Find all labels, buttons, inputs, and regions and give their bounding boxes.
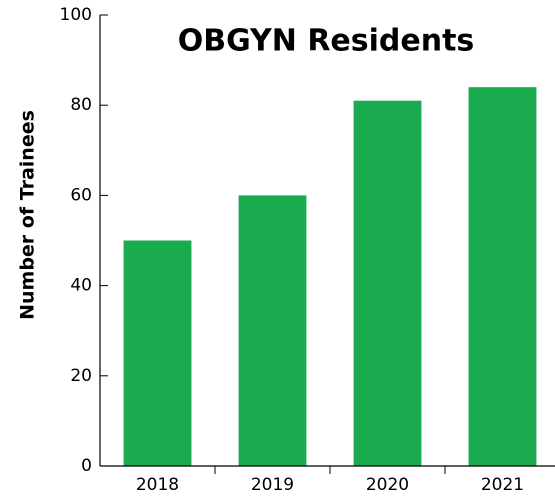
chart-title: OBGYN Residents	[178, 24, 475, 59]
y-tick-label: 40	[70, 276, 92, 296]
y-tick-label: 0	[81, 456, 92, 476]
bar	[123, 240, 192, 466]
y-tick-label: 20	[70, 366, 92, 386]
x-tick-label: 2018	[136, 475, 179, 495]
bar	[238, 195, 307, 466]
y-tick-label: 80	[70, 95, 92, 115]
y-tick-label: 100	[60, 5, 92, 25]
y-tick-label: 60	[70, 185, 92, 205]
x-tick-label: 2019	[251, 475, 294, 495]
bar	[468, 87, 537, 466]
bar	[353, 100, 422, 466]
x-tick-label: 2021	[481, 475, 524, 495]
x-tick-label: 2020	[366, 475, 409, 495]
y-axis-label: Number of Trainees	[17, 110, 39, 320]
